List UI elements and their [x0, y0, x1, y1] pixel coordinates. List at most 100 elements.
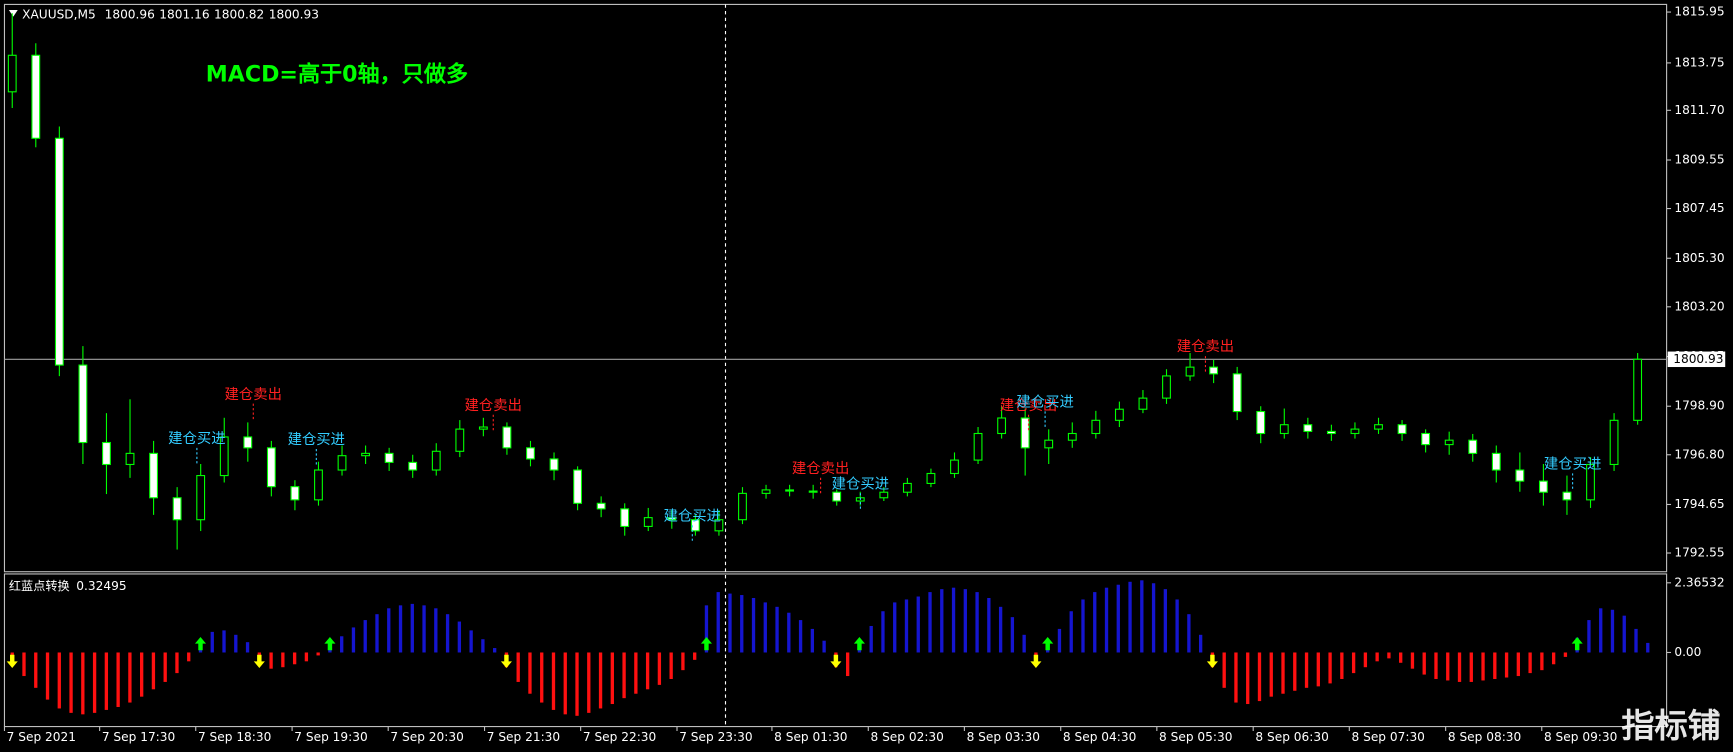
histogram-bar: [1281, 652, 1285, 694]
signal-label: 建仓买进: [168, 430, 225, 447]
histogram-bar: [1422, 652, 1426, 675]
histogram-bar: [1257, 652, 1262, 702]
histogram-bar: [92, 652, 97, 713]
histogram-bar: [281, 652, 285, 668]
histogram-bar: [481, 639, 485, 653]
histogram-bar: [563, 652, 567, 715]
x-tick-label: 8 Sep 03:30: [967, 730, 1040, 744]
histogram-bar: [987, 597, 991, 653]
candle-body: [102, 441, 111, 466]
candle-body: [384, 452, 394, 463]
signal-label: 建仓买进: [288, 431, 345, 448]
histogram-bar: [1010, 617, 1015, 653]
x-tick-label: 7 Sep 18:30: [198, 730, 271, 744]
header-low: 1800.82: [214, 7, 264, 21]
histogram-bar: [34, 652, 38, 688]
histogram-bar: [551, 652, 556, 710]
histogram-bar: [1069, 611, 1073, 653]
candle-body: [196, 475, 206, 521]
histogram-bar: [1516, 652, 1521, 677]
histogram-bar: [1269, 652, 1273, 697]
price-panel-frame: [3, 3, 1668, 573]
candle-body: [997, 417, 1007, 435]
histogram-bar: [422, 605, 426, 653]
histogram-bar: [810, 628, 815, 653]
watermark: 指标铺: [1621, 706, 1720, 745]
y-tick-label: 1792.55: [1674, 546, 1724, 560]
x-tick-label: 8 Sep 05:30: [1159, 730, 1232, 744]
histogram-bar: [1481, 652, 1485, 681]
candle-body: [455, 428, 465, 452]
histogram-bar: [1093, 592, 1097, 653]
histogram-bar: [1246, 652, 1250, 705]
histogram-bar: [116, 652, 120, 707]
candle-body: [1468, 439, 1478, 454]
histogram-bar: [975, 592, 979, 653]
histogram-bar: [1587, 620, 1591, 653]
signal-label: 建仓卖出: [1000, 397, 1057, 414]
histogram-bar: [1610, 609, 1615, 653]
histogram-bar: [622, 652, 626, 699]
histogram-bar: [1551, 652, 1556, 665]
histogram-bar: [881, 611, 885, 653]
histogram-bar: [1234, 652, 1238, 703]
histogram-bar: [1222, 652, 1226, 688]
candle-body: [1444, 439, 1454, 446]
candle-body: [1303, 424, 1313, 432]
x-tick-label: 7 Sep 21:30: [487, 730, 560, 744]
indicator-panel-frame: [3, 573, 1668, 728]
header-open: 1800.96: [105, 7, 155, 21]
histogram-bar: [363, 620, 367, 653]
histogram-bar: [304, 652, 309, 662]
candle-body: [1421, 432, 1431, 446]
x-tick-label: 8 Sep 01:30: [774, 730, 847, 744]
signal-label: 建仓卖出: [1177, 338, 1234, 355]
histogram-bar: [469, 630, 473, 653]
histogram-bar: [1163, 589, 1168, 653]
candle-body: [290, 486, 300, 501]
x-tick-label: 8 Sep 08:30: [1448, 730, 1521, 744]
histogram-bar: [457, 621, 462, 653]
candle-body: [1256, 410, 1266, 435]
x-tick-label: 7 Sep 22:30: [583, 730, 656, 744]
histogram-bar: [1469, 652, 1473, 682]
candle-body: [1209, 366, 1219, 375]
y-tick-label: 1796.80: [1674, 447, 1724, 461]
candle-body: [1232, 373, 1242, 413]
histogram-bar: [1198, 634, 1203, 653]
histogram-bar: [598, 652, 603, 709]
histogram-bar: [528, 652, 532, 694]
y-tick-label: 1803.20: [1674, 299, 1724, 313]
signal-label: 建仓买进: [832, 475, 889, 492]
histogram-bar: [822, 640, 826, 653]
indicator-value: 0.32495: [76, 579, 126, 593]
histogram-bar: [128, 652, 132, 703]
histogram-bar: [1599, 608, 1603, 653]
histogram-bar: [187, 652, 191, 662]
strategy-note: MACD=高于0轴，只做多: [206, 62, 468, 88]
candle-body: [54, 137, 64, 366]
histogram-bar: [1646, 642, 1650, 653]
y-tick-label: 1794.65: [1674, 497, 1724, 511]
candle-body: [832, 491, 842, 502]
histogram-bar: [1363, 652, 1368, 668]
signal-arrow: [1030, 654, 1042, 668]
candle-body: [1279, 424, 1289, 435]
histogram-bar: [998, 606, 1003, 653]
histogram-bar: [1328, 652, 1332, 684]
histogram-bar: [57, 652, 61, 709]
histogram-bar: [763, 602, 767, 653]
last-price-label: 1800.93: [1673, 352, 1723, 366]
histogram-bar: [81, 652, 85, 715]
candle-body: [1067, 432, 1077, 441]
signal-arrow: [500, 654, 512, 668]
histogram-bar: [1304, 652, 1309, 688]
histogram-bar: [1375, 652, 1379, 662]
candle-body: [1609, 419, 1619, 466]
histogram-bar: [1399, 652, 1403, 663]
candle-body: [1114, 408, 1124, 421]
histogram-bar: [916, 596, 920, 653]
histogram-bar: [904, 599, 909, 653]
chart-header: XAUUSD,M5 1800.96 1801.16 1800.82 1800.93: [22, 7, 319, 21]
histogram-bar: [1563, 652, 1568, 657]
